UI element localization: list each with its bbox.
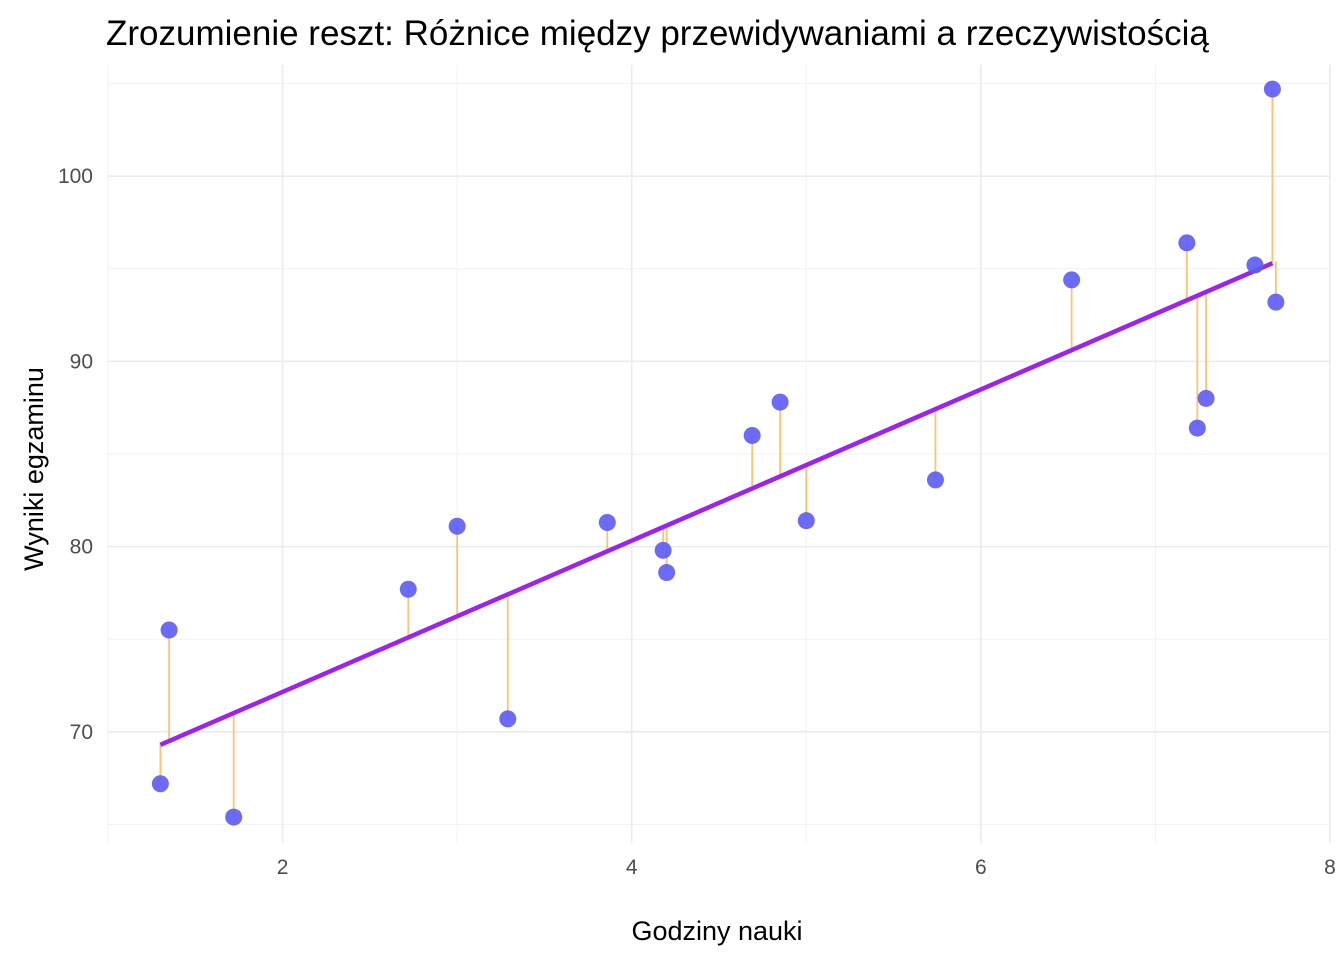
y-tick-label: 70 [70,721,93,744]
regression-line [159,261,1274,747]
data-point [448,517,466,535]
data-point [151,775,169,793]
data-point [658,564,676,582]
y-tick-label: 80 [70,536,93,559]
data-point [771,393,789,411]
data-point [926,471,944,489]
minor-gridlines [107,65,1330,843]
y-axis-title: Wyniki egzaminu [19,367,49,571]
y-tick-label: 90 [70,350,93,373]
data-point [743,426,761,444]
data-point [160,621,178,639]
x-tick-label: 2 [277,856,289,879]
data-point [225,808,243,826]
x-tick-label: 6 [975,856,987,879]
x-tick-label: 8 [1324,856,1336,879]
data-point [1178,234,1196,252]
data-point [399,580,417,598]
data-point [1188,419,1206,437]
data-point [654,541,672,559]
data-point [1063,271,1081,289]
tick-labels: 2 4 6 8 70 80 90 100 [58,165,1336,879]
data-points [151,80,1285,826]
regression-line-layer [159,261,1274,747]
x-tick-label: 4 [626,856,638,879]
major-gridlines [108,65,1331,843]
chart-title: Zrozumienie reszt: Różnice między przewi… [106,14,1209,53]
residual-lines [159,89,1277,818]
data-point [1267,293,1285,311]
y-tick-label: 100 [58,165,93,188]
data-point [797,512,815,530]
data-point [499,710,517,728]
data-point [1246,256,1264,274]
data-point [1197,389,1215,407]
data-point [598,514,616,532]
data-point [1263,80,1281,98]
x-axis-title: Godziny nauki [631,916,802,946]
